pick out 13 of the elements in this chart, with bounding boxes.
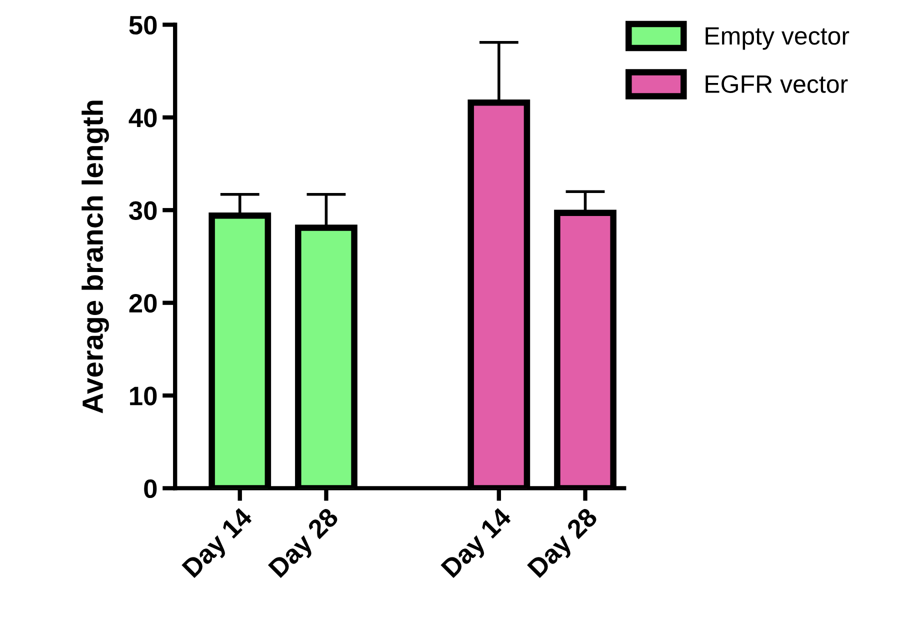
y-tick-label: 50 (129, 16, 157, 35)
x-tick-label: Day 14 (440, 506, 516, 582)
y-tick-label: 20 (129, 294, 157, 313)
x-tick-label: Day 28 (526, 506, 602, 582)
y-tick-label: 30 (129, 201, 157, 220)
legend-label: EGFR vector (706, 75, 848, 93)
y-tick-label: 0 (144, 479, 157, 498)
x-tick-label: Day 28 (268, 506, 344, 582)
legend-label: Empty vector (706, 27, 850, 50)
y-tick-label: 40 (128, 108, 157, 128)
y-axis-title: Average branch length (82, 100, 109, 414)
x-tick-label: Day 14 (182, 506, 258, 582)
y-tick-label: 10 (130, 386, 157, 406)
